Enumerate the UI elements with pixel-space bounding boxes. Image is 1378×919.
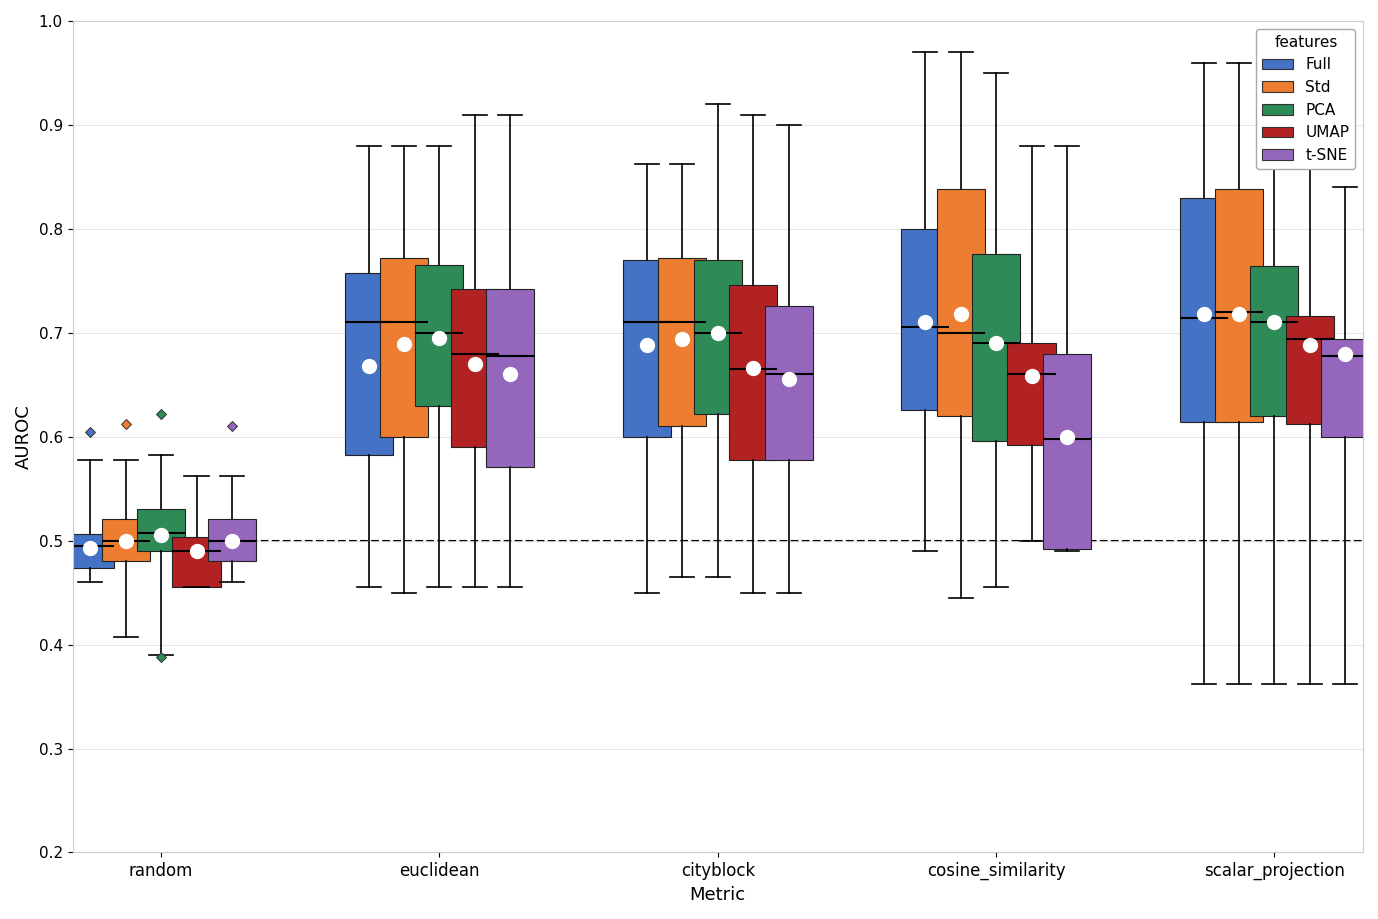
PathPatch shape — [486, 289, 535, 467]
PathPatch shape — [1043, 354, 1091, 549]
PathPatch shape — [729, 285, 777, 460]
PathPatch shape — [380, 258, 429, 437]
PathPatch shape — [1322, 339, 1370, 437]
PathPatch shape — [693, 260, 741, 414]
Legend: Full, Std, PCA, UMAP, t-SNE: Full, Std, PCA, UMAP, t-SNE — [1257, 28, 1356, 169]
PathPatch shape — [659, 258, 707, 426]
PathPatch shape — [937, 189, 985, 416]
PathPatch shape — [623, 260, 671, 437]
PathPatch shape — [971, 254, 1020, 441]
PathPatch shape — [901, 229, 949, 410]
PathPatch shape — [172, 537, 220, 587]
X-axis label: Metric: Metric — [690, 886, 745, 904]
PathPatch shape — [451, 289, 499, 448]
PathPatch shape — [1180, 198, 1228, 422]
PathPatch shape — [1007, 343, 1056, 445]
PathPatch shape — [344, 273, 393, 456]
PathPatch shape — [1250, 267, 1298, 416]
PathPatch shape — [765, 306, 813, 460]
PathPatch shape — [66, 535, 114, 568]
Y-axis label: AUROC: AUROC — [15, 404, 33, 469]
PathPatch shape — [102, 519, 150, 562]
PathPatch shape — [1215, 189, 1264, 422]
PathPatch shape — [415, 266, 463, 405]
PathPatch shape — [1286, 316, 1334, 425]
PathPatch shape — [136, 509, 185, 551]
PathPatch shape — [208, 519, 256, 562]
